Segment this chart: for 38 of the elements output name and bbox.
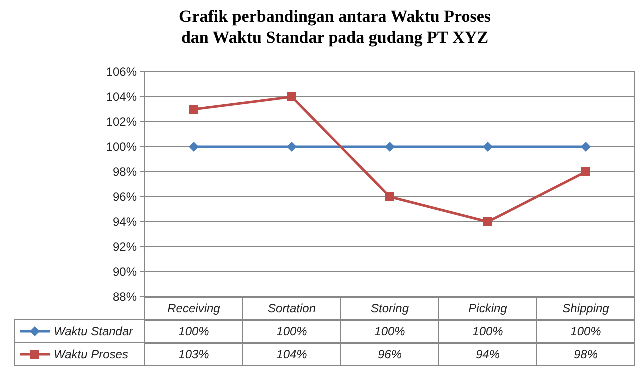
y-tick-label: 102% xyxy=(106,115,138,130)
data-label: 103% xyxy=(178,348,210,362)
point xyxy=(582,168,590,176)
y-tick-label: 100% xyxy=(106,140,138,154)
x-tick-label: Receiving xyxy=(168,302,221,316)
data-label: 100% xyxy=(374,324,406,339)
point xyxy=(287,142,297,152)
point xyxy=(581,142,591,152)
point xyxy=(190,105,198,114)
point xyxy=(484,218,492,226)
y-tick-label: 106% xyxy=(106,65,138,80)
x-tick-label: Shipping xyxy=(562,302,610,316)
x-tick-label: Picking xyxy=(468,302,508,316)
point xyxy=(386,192,394,202)
data-label: 98% xyxy=(574,348,598,362)
x-tick-label: Storing xyxy=(370,302,410,316)
data-label: 100% xyxy=(276,324,308,339)
data-label: 100% xyxy=(570,324,602,339)
point xyxy=(483,142,493,152)
legend-label: Waktu Standar xyxy=(54,324,134,339)
chart-title: Grafik perbandingan antara Waktu Proses dan Waktu Standar pada gudang PT XYZ xyxy=(178,7,492,47)
point xyxy=(288,92,296,102)
y-tick-label: 96% xyxy=(112,190,138,204)
y-tick-label: 104% xyxy=(106,90,138,104)
y-tick-label: 98% xyxy=(112,165,138,180)
data-label: 94% xyxy=(476,348,500,362)
y-tick-label: 92% xyxy=(112,240,138,254)
y-tick-label: 90% xyxy=(112,265,138,280)
data-label: 100% xyxy=(178,324,210,339)
y-tick-label: 88% xyxy=(112,290,138,304)
data-label: 104% xyxy=(276,348,308,362)
legend-label: Waktu Proses xyxy=(54,348,128,362)
y-tick-label: 94% xyxy=(112,215,138,230)
data-label: 96% xyxy=(378,348,402,362)
point xyxy=(189,142,199,152)
x-tick-label: Sortation xyxy=(268,302,316,316)
data-label: 100% xyxy=(472,324,504,339)
point xyxy=(385,142,395,152)
